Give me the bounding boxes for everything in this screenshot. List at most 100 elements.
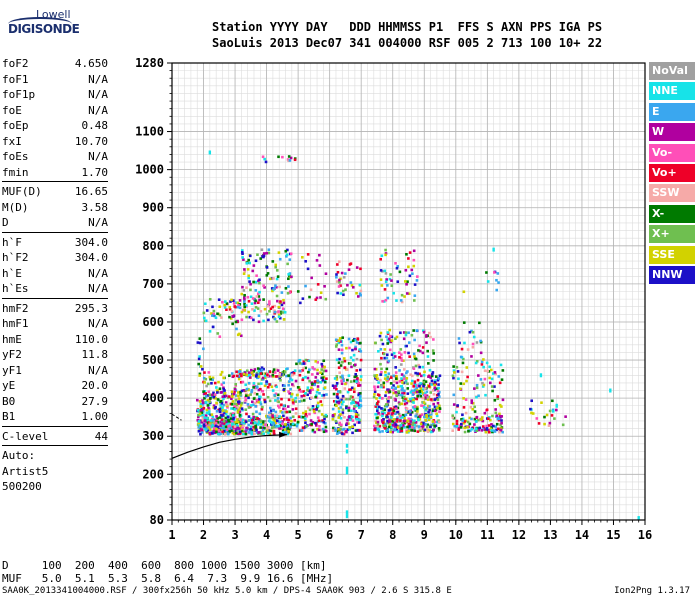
echo-point bbox=[300, 429, 303, 432]
echo-point bbox=[273, 393, 276, 397]
echo-point bbox=[234, 389, 238, 392]
echo-point bbox=[197, 420, 201, 423]
echo-point bbox=[267, 429, 271, 432]
echo-point bbox=[288, 274, 291, 278]
echo-point bbox=[353, 423, 356, 427]
echo-point bbox=[197, 357, 201, 361]
echo-point bbox=[240, 389, 244, 393]
echo-point bbox=[261, 426, 265, 430]
echo-point bbox=[358, 283, 362, 287]
echo-point bbox=[211, 325, 215, 329]
echo-point bbox=[275, 385, 278, 389]
echo-point bbox=[242, 258, 245, 261]
echo-point bbox=[277, 305, 281, 309]
echo-point bbox=[240, 292, 244, 296]
echo-point bbox=[475, 395, 478, 399]
echo-point bbox=[396, 385, 400, 388]
echo-point bbox=[237, 427, 241, 430]
echo-point bbox=[433, 386, 437, 390]
echo-point bbox=[340, 402, 344, 406]
echo-point bbox=[251, 297, 255, 300]
echo-point bbox=[462, 382, 466, 386]
echo-point bbox=[403, 377, 406, 380]
echo-point bbox=[217, 428, 220, 432]
echo-point bbox=[389, 407, 392, 410]
echo-point bbox=[474, 361, 478, 365]
echo-point bbox=[245, 315, 248, 319]
echo-point bbox=[551, 410, 555, 413]
echo-point bbox=[238, 430, 242, 434]
echo-point bbox=[240, 418, 243, 421]
echo-point bbox=[417, 349, 420, 352]
echo-point bbox=[234, 305, 237, 309]
echo-point bbox=[400, 384, 404, 388]
x-tick-label: 8 bbox=[389, 528, 396, 542]
echo-point bbox=[412, 406, 415, 409]
echo-point bbox=[414, 383, 417, 387]
echo-point bbox=[252, 280, 255, 284]
echo-point bbox=[402, 399, 405, 402]
echo-point bbox=[374, 367, 378, 371]
echo-point bbox=[308, 368, 311, 371]
echo-point bbox=[419, 427, 422, 430]
echo-point bbox=[398, 356, 401, 359]
echo-point bbox=[281, 373, 285, 377]
echo-point bbox=[284, 423, 287, 426]
echo-point bbox=[395, 299, 398, 302]
echo-point bbox=[487, 417, 490, 420]
param-value: N/A bbox=[88, 317, 108, 330]
echo-point bbox=[332, 399, 336, 403]
echo-point bbox=[481, 381, 484, 385]
echo-point bbox=[394, 391, 398, 394]
echo-point bbox=[407, 257, 410, 260]
echo-point bbox=[430, 398, 433, 401]
echo-point bbox=[357, 406, 361, 409]
echo-point bbox=[376, 427, 380, 431]
echo-point bbox=[298, 362, 302, 365]
echo-point bbox=[354, 412, 358, 416]
echo-point bbox=[250, 429, 253, 432]
echo-point bbox=[335, 358, 339, 362]
echo-point bbox=[287, 380, 291, 383]
echo-point bbox=[241, 252, 244, 255]
echo-point bbox=[341, 360, 344, 364]
echo-point bbox=[244, 392, 248, 396]
echo-point bbox=[336, 291, 339, 295]
param-value: 16.65 bbox=[74, 185, 108, 198]
echo-point bbox=[419, 382, 422, 385]
param-value: 4.650 bbox=[74, 57, 108, 70]
echo-point bbox=[495, 288, 499, 292]
echo-point bbox=[313, 367, 316, 371]
echo-point bbox=[389, 334, 392, 338]
param-label: foEs bbox=[2, 150, 29, 163]
echo-point bbox=[405, 419, 409, 422]
echo-point bbox=[261, 423, 265, 426]
echo-point bbox=[234, 301, 238, 305]
echo-point bbox=[425, 334, 428, 337]
echo-point bbox=[345, 405, 348, 408]
echo-point bbox=[304, 412, 308, 416]
echo-point bbox=[344, 382, 347, 386]
echo-point bbox=[475, 383, 479, 387]
echo-point bbox=[257, 382, 260, 386]
echo-point bbox=[424, 419, 428, 422]
echo-point bbox=[338, 431, 341, 434]
echo-point bbox=[233, 390, 236, 394]
echo-point bbox=[395, 420, 399, 423]
echo-point bbox=[485, 427, 489, 430]
echo-point bbox=[414, 364, 418, 368]
echo-point bbox=[337, 285, 341, 288]
echo-point bbox=[349, 281, 353, 284]
param-value: 20.0 bbox=[81, 379, 109, 392]
param-value: N/A bbox=[88, 282, 108, 295]
echo-point bbox=[431, 349, 435, 352]
echo-point bbox=[272, 422, 275, 425]
echo-point bbox=[316, 388, 320, 392]
echo-point bbox=[401, 422, 404, 425]
echo-point bbox=[423, 428, 427, 432]
echo-point bbox=[421, 396, 425, 400]
echo-point bbox=[494, 408, 497, 411]
echo-point bbox=[389, 340, 393, 344]
echo-point bbox=[264, 160, 268, 164]
echo-point bbox=[250, 404, 253, 407]
